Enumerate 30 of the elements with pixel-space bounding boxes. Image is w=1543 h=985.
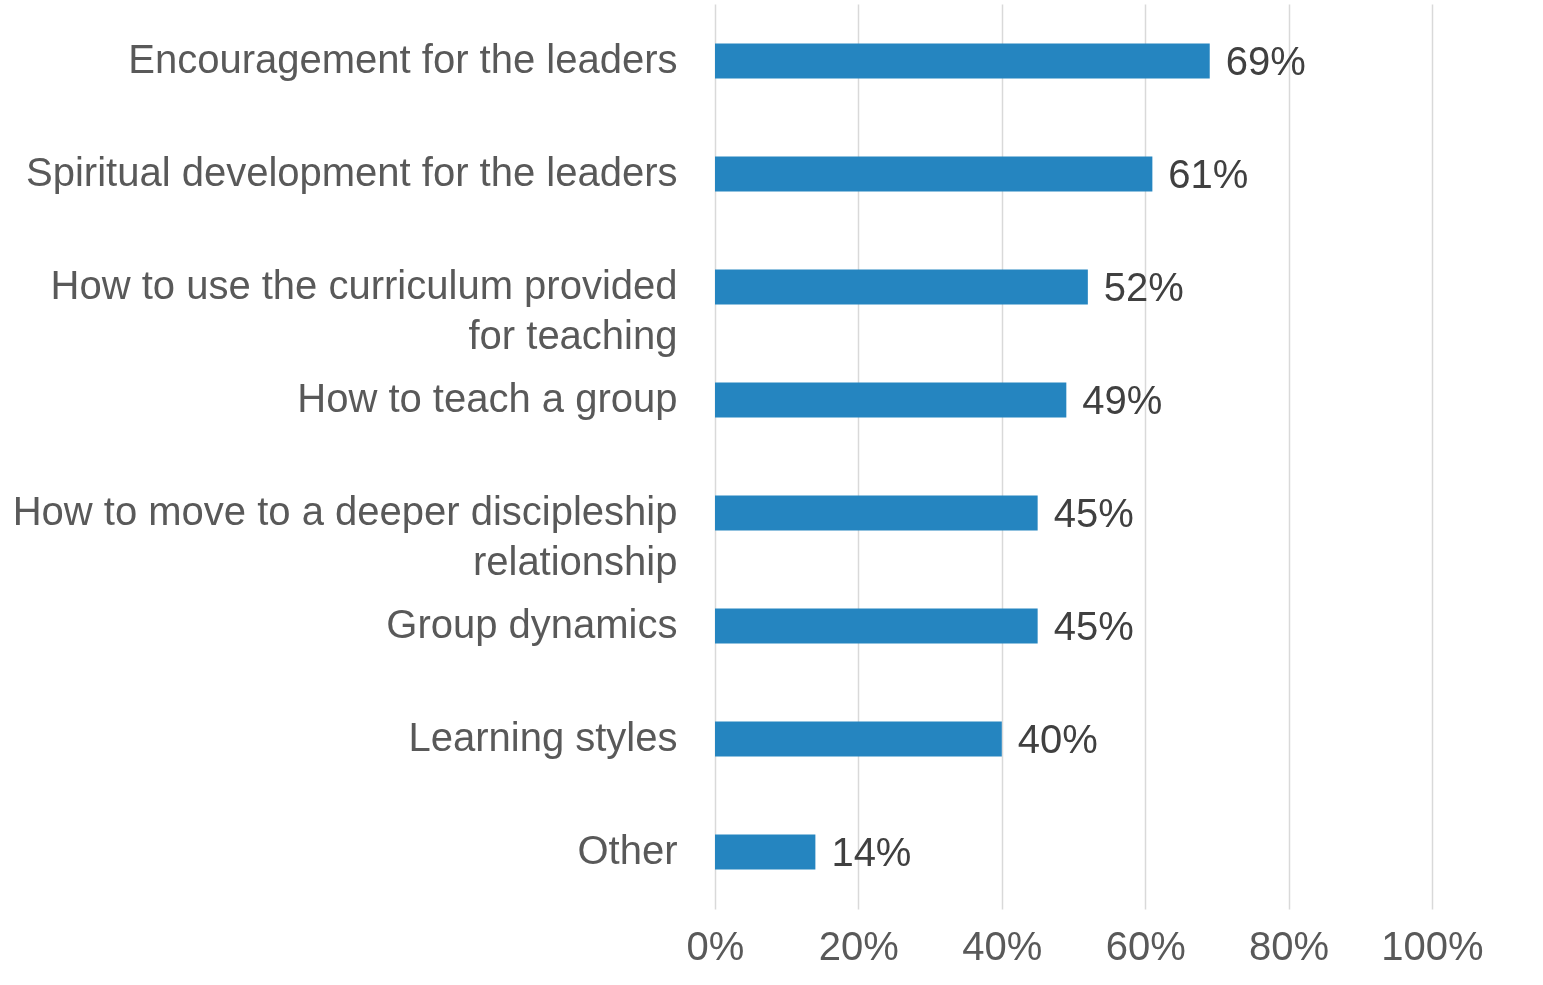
data-label: 52%	[1103, 265, 1184, 310]
x-tick-label: 0%	[686, 923, 745, 968]
x-tick-label: 60%	[1105, 923, 1186, 968]
data-label: 69%	[1225, 39, 1306, 84]
y-tick-label: Learning styles	[408, 714, 678, 759]
bar	[715, 382, 1067, 418]
bar	[715, 269, 1088, 305]
data-label: 40%	[1017, 716, 1098, 761]
x-tick-label: 100%	[1381, 923, 1484, 968]
data-label: 14%	[831, 829, 912, 874]
x-tick-label: 80%	[1249, 923, 1330, 968]
data-label: 61%	[1168, 152, 1249, 197]
x-tick-label: 40%	[962, 923, 1043, 968]
bar	[715, 43, 1210, 79]
bar	[715, 721, 1002, 757]
y-tick-label: Group dynamics	[386, 601, 678, 646]
data-label: 45%	[1053, 490, 1134, 535]
y-tick-label: Spiritual development for the leaders	[26, 150, 678, 195]
data-label: 45%	[1053, 603, 1134, 648]
bar	[715, 156, 1153, 192]
y-tick-label: How to move to a deeper discipleship relationship	[12, 488, 678, 583]
bar	[715, 834, 816, 870]
bar	[715, 495, 1038, 531]
y-tick-label: How to teach a group	[297, 376, 678, 421]
bar	[715, 608, 1038, 644]
y-tick-label: Other	[577, 827, 678, 872]
data-label: 49%	[1082, 378, 1163, 423]
x-tick-label: 20%	[818, 923, 899, 968]
y-tick-label: Encouragement for the leaders	[128, 37, 678, 82]
y-tick-label: How to use the curriculum provided for teaching	[50, 263, 678, 358]
